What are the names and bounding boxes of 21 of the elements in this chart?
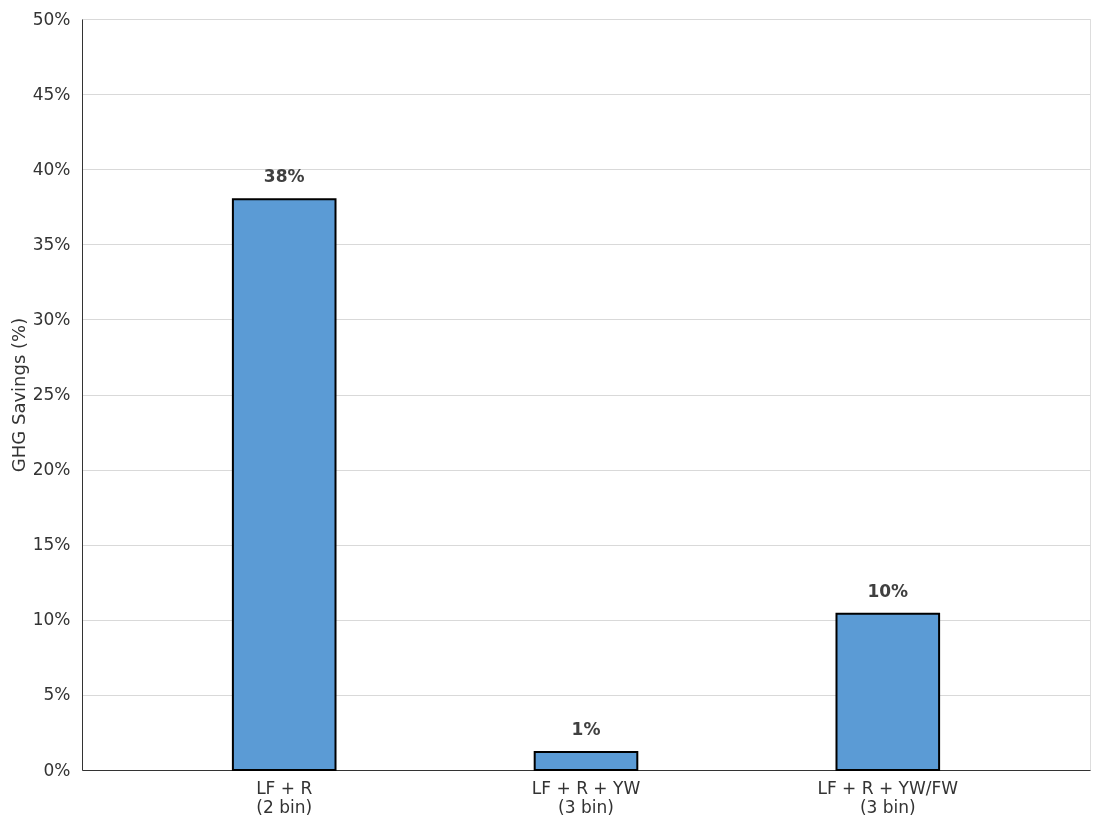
data-label: 10% bbox=[867, 580, 909, 601]
y-tick-label: 5% bbox=[43, 684, 71, 705]
bar bbox=[533, 750, 639, 771]
y-tick-label: 0% bbox=[43, 759, 71, 780]
y-tick-label: 20% bbox=[32, 459, 71, 480]
y-tick-label: 40% bbox=[32, 158, 71, 179]
y-tick-label: 30% bbox=[32, 308, 71, 329]
bar bbox=[835, 612, 941, 771]
y-tick-label: 25% bbox=[32, 384, 71, 404]
y-tick-label: 35% bbox=[32, 233, 71, 254]
x-tick-label: LF + R (2 bin) bbox=[256, 777, 313, 817]
bar bbox=[231, 198, 337, 771]
y-tick-label: 10% bbox=[32, 609, 71, 630]
data-label: 1% bbox=[571, 718, 601, 739]
y-tick-label: 15% bbox=[32, 534, 71, 555]
data-label: 38% bbox=[263, 166, 305, 187]
x-tick-label: LF + R + YW (3 bin) bbox=[531, 777, 641, 817]
y-tick-label: 50% bbox=[32, 8, 71, 29]
y-axis-title: GHG Savings (%) bbox=[7, 317, 29, 473]
x-tick-label: LF + R + YW/FW (3 bin) bbox=[817, 777, 959, 817]
y-tick-label: 45% bbox=[32, 83, 71, 104]
